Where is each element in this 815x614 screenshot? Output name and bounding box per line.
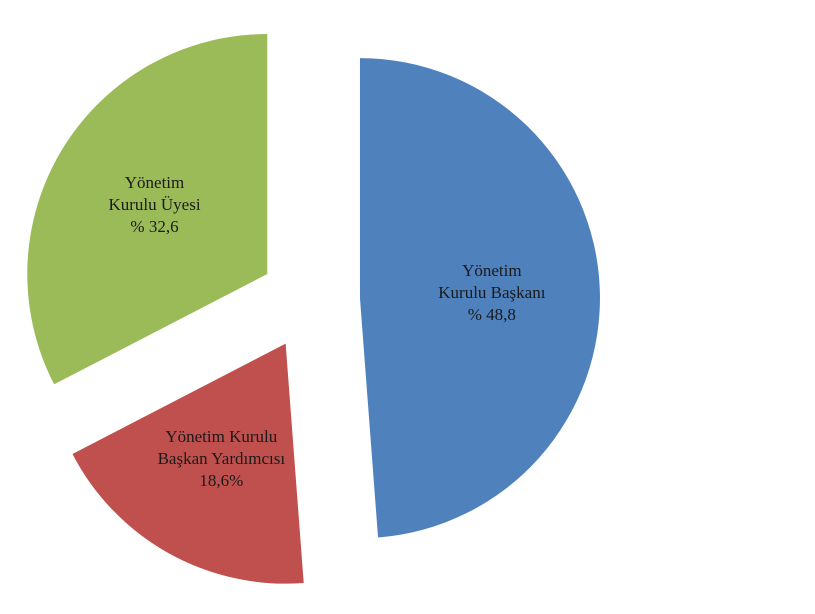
- value-label: % 32,6: [130, 217, 179, 237]
- category-label: Yönetim Kurulu Başkan Yardımcısı: [157, 426, 286, 468]
- slice-label: Yönetim Kurulu Başkan Yardımcısı 18,6%: [146, 426, 296, 492]
- pie-slice: [27, 34, 268, 385]
- pie-slice: [72, 343, 304, 584]
- value-label: 18,6%: [199, 470, 244, 490]
- value-label: % 48,8: [467, 305, 516, 325]
- slice-label: Yönetim Kurulu Üyesi% 32,6: [80, 172, 230, 238]
- category-label: Yönetim Kurulu Başkanı: [438, 261, 546, 303]
- category-label: Yönetim Kurulu Üyesi: [108, 173, 201, 215]
- pie-slice: [359, 58, 600, 538]
- slice-label: Yönetim Kurulu Başkanı% 48,8: [417, 260, 567, 326]
